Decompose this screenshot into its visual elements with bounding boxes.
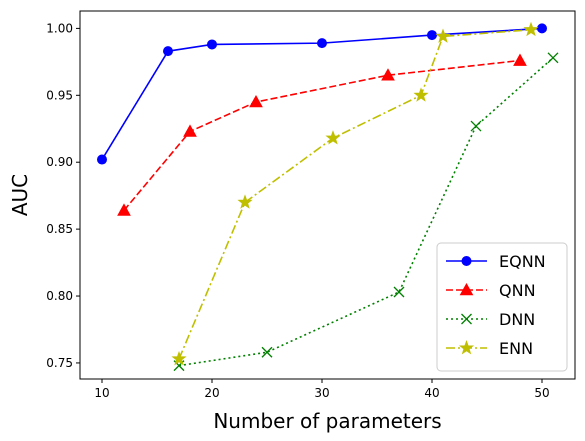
y-axis-ticks: 0.75 0.80 0.85 0.90 0.95 1.00: [46, 21, 80, 370]
data-point-eqnn: [97, 154, 107, 165]
data-point-eqnn: [207, 39, 217, 50]
x-tick-label: 10: [94, 386, 109, 400]
data-point-enn: [413, 87, 429, 102]
series-line-qnn: [123, 59, 521, 211]
legend-label-eqnn: EQNN: [499, 252, 546, 271]
data-point-qnn: [513, 53, 527, 66]
legend-marker-enn: [458, 340, 475, 355]
y-tick-label: 0.85: [46, 222, 73, 236]
data-point-enn: [237, 194, 253, 209]
data-point-enn: [523, 21, 539, 37]
data-point-dnn: [547, 52, 559, 64]
legend-marker-dnn: [461, 313, 472, 325]
x-tick-label: 40: [424, 386, 439, 400]
plot-markers: [97, 21, 559, 372]
x-axis-ticks: 10 20 30 40 50: [94, 379, 550, 400]
y-tick-label: 0.75: [46, 356, 73, 370]
legend-box: [436, 242, 568, 372]
y-tick-label: 0.80: [46, 289, 73, 303]
data-point-qnn: [183, 124, 197, 137]
series-line-dnn: [178, 57, 554, 367]
series-line-enn: [178, 28, 532, 360]
y-tick-label: 0.90: [46, 155, 73, 169]
data-point-enn: [325, 130, 341, 145]
data-point-eqnn: [537, 23, 547, 34]
data-point-eqnn: [427, 30, 437, 41]
data-point-dnn: [470, 120, 482, 132]
x-axis-label: Number of parameters: [213, 409, 441, 433]
data-point-eqnn: [163, 46, 173, 57]
data-point-qnn: [117, 203, 131, 216]
y-tick-label: 1.00: [46, 21, 73, 35]
data-point-dnn: [261, 346, 273, 358]
legend-marker-eqnn: [461, 256, 472, 266]
data-point-eqnn: [317, 38, 327, 49]
legend-label-qnn: QNN: [499, 281, 536, 300]
y-tick-label: 0.95: [46, 88, 73, 102]
x-tick-label: 50: [534, 386, 549, 400]
x-tick-label: 30: [314, 386, 329, 400]
data-point-qnn: [249, 94, 263, 108]
legend-marker-qnn: [459, 282, 474, 296]
data-point-qnn: [381, 68, 395, 81]
data-point-enn: [171, 350, 187, 366]
data-point-enn: [435, 28, 451, 43]
legend-label-dnn: DNN: [499, 310, 535, 329]
data-point-dnn: [393, 286, 405, 298]
legend-label-enn: ENN: [499, 339, 533, 358]
x-tick-label: 20: [204, 386, 219, 400]
y-axis-label: AUC: [8, 174, 32, 216]
plot-frame: [79, 10, 576, 380]
legend: EQNN QNN DNN ENN: [436, 242, 568, 372]
